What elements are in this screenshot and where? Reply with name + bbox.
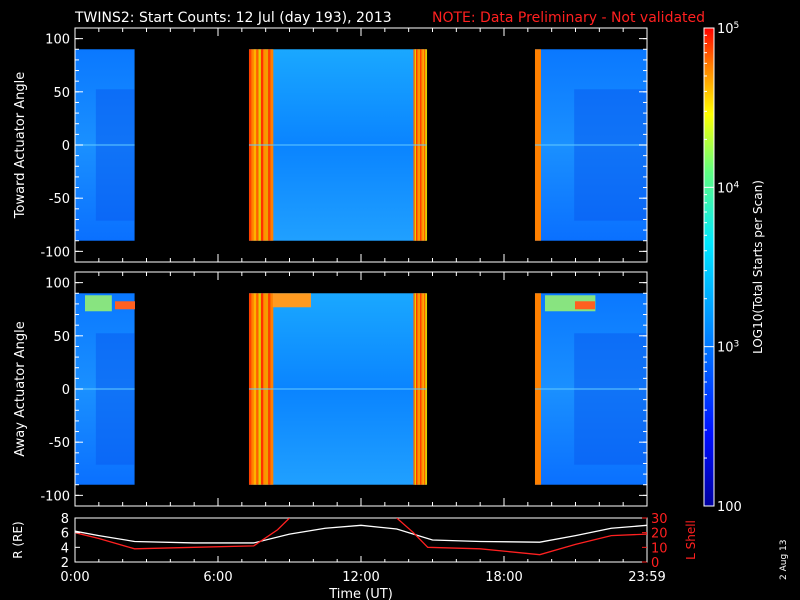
- orbit-frame: [74, 517, 648, 563]
- colorbar-tick-label: 100: [717, 500, 742, 515]
- y-tick-label: -100: [40, 245, 70, 260]
- right-y-tick-label: 10: [651, 541, 668, 556]
- lshell-axis-label: L Shell: [684, 520, 698, 560]
- left-y-tick-label: 4: [61, 541, 69, 556]
- hot-band: [272, 293, 311, 308]
- low-region: [95, 89, 135, 221]
- low-region: [95, 333, 135, 465]
- colorbar-tick-label: 105: [717, 21, 739, 37]
- y-tick-label: 0: [62, 139, 70, 154]
- left-y-tick-label: 8: [61, 512, 69, 527]
- away-angle-panel: 100 50 0 -50 -100 Away Actuator Angle: [13, 271, 648, 507]
- y-tick-label: 50: [53, 330, 70, 345]
- colorbar-tick-label: 104: [717, 180, 740, 196]
- y-tick-label: 50: [53, 86, 70, 101]
- r-series-line: [75, 524, 647, 544]
- hot-spot: [574, 301, 595, 310]
- y-tick-label: 100: [45, 33, 70, 48]
- preliminary-note: NOTE: Data Preliminary - Not validated: [432, 10, 705, 26]
- lshell-series-line: [75, 518, 290, 550]
- y-axis-label: Away Actuator Angle: [13, 321, 28, 456]
- y-axis-label: Toward Actuator Angle: [13, 72, 28, 219]
- colorbar-label: LOG10(Total Starts per Scan): [751, 180, 765, 354]
- lshell-series-line: [396, 518, 647, 556]
- toward-angle-panel: 100 50 0 -50 -100 Toward Actuator Angle: [13, 27, 648, 263]
- left-y-tick-label: 2: [61, 556, 69, 571]
- y-tick-label: 0: [62, 383, 70, 398]
- right-y-tick-label: 30: [651, 512, 668, 527]
- y-tick-label: -100: [40, 489, 70, 504]
- y-tick-label: -50: [49, 436, 70, 451]
- hot-band: [85, 295, 112, 312]
- right-y-tick-label: 0: [651, 556, 659, 571]
- y-tick-label: -50: [49, 192, 70, 207]
- x-tick-label: 6:00: [203, 570, 232, 585]
- x-tick-label: 12:00: [342, 570, 379, 585]
- hot-spot: [115, 301, 135, 310]
- x-tick-label: 18:00: [485, 570, 522, 585]
- left-y-tick-label: 6: [61, 527, 69, 542]
- chart-title: TWINS2: Start Counts: 12 Jul (day 193), …: [74, 10, 392, 26]
- colorbar: 100 103 104 105 LOG10(Total Starts per Scan): [703, 21, 765, 515]
- x-tick-label: 23:59: [628, 570, 665, 585]
- low-region: [574, 333, 647, 465]
- colorbar-gradient: [703, 27, 715, 507]
- low-region: [574, 89, 647, 221]
- r-axis-label: R (RE): [11, 521, 25, 558]
- y-tick-label: 100: [45, 277, 70, 292]
- colorbar-tick-label: 103: [717, 340, 739, 356]
- right-y-tick-label: 20: [651, 527, 668, 542]
- x-tick-label: 0:00: [60, 570, 89, 585]
- side-date-label: 2 Aug 13: [779, 540, 789, 580]
- x-axis-label: Time (UT): [328, 587, 393, 600]
